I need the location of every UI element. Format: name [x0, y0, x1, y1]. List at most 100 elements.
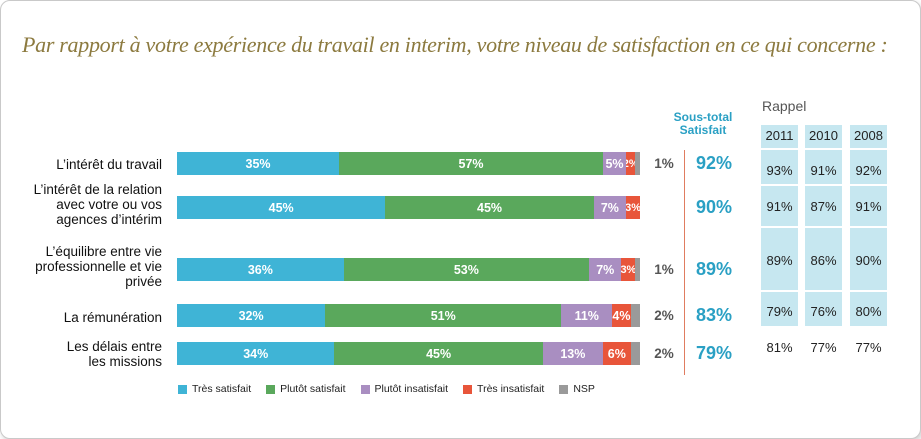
soustotal-header: Sous-total Satisfait: [662, 111, 744, 137]
rappel-row-separator: [805, 148, 842, 150]
rappel-row-separator: [805, 226, 842, 228]
legend-item-nsp: NSP: [559, 383, 595, 395]
legend-label: Plutôt insatisfait: [374, 383, 449, 395]
stacked-bar: 36% 53% 7% 3%: [177, 258, 640, 281]
data-label: 45%: [268, 200, 294, 215]
rappel-cell: 91%: [766, 199, 793, 214]
rappel-cell: 80%: [855, 304, 882, 319]
data-label: 45%: [426, 346, 452, 361]
bar-segment-plutot-satisfait: 45%: [334, 342, 543, 365]
data-label: 7%: [600, 200, 619, 215]
legend-swatch: [178, 384, 187, 394]
bar-segment-tres-insatisfait: 3%: [626, 196, 640, 219]
bar-segment-plutot-insatisfait: 7%: [593, 196, 627, 219]
rappel-row-separator: [761, 226, 798, 228]
legend-item-tres-satisfait: Très satisfait: [178, 383, 251, 395]
bar-segment-plutot-insatisfait: 7%: [589, 258, 622, 281]
legend-item-plutot-insatisfait: Plutôt insatisfait: [360, 383, 449, 395]
chart-title: Par rapport à votre expérience du travai…: [22, 32, 888, 57]
legend-label: Très satisfait: [192, 383, 252, 395]
legend-label: Très insatisfait: [477, 383, 545, 395]
rappel-year-header: 2008: [854, 128, 883, 143]
data-label: 36%: [247, 262, 273, 277]
bar-segment-tres-satisfait: 32%: [177, 304, 326, 327]
row-label-line: les missions: [88, 354, 162, 369]
row-label-line: L’équilibre entre vie: [45, 244, 162, 259]
data-label: 53%: [453, 262, 479, 277]
row-label: La rémunération: [64, 310, 162, 325]
soustotal-value: 92%: [695, 153, 733, 173]
rappel-row-separator: [850, 290, 887, 292]
rappel-label: Rappel: [762, 98, 807, 114]
bar-segment-tres-insatisfait: 3%: [621, 258, 636, 281]
rappel-row-separator: [805, 290, 842, 292]
row-label-line: La rémunération: [63, 310, 162, 325]
rappel-cell: 86%: [810, 253, 837, 268]
row-label: L’équilibre entre vie professionnelle et …: [35, 244, 162, 289]
rappel-row-separator: [761, 184, 798, 186]
rappel-cell: 90%: [855, 253, 882, 268]
stacked-bar: 35% 57% 5%2%: [177, 152, 640, 175]
nsp-value-label: 2%: [654, 308, 674, 323]
row-label-line: L’intérêt du travail: [56, 157, 162, 172]
row-label-line: agences d’intérim: [56, 212, 162, 227]
rappel-cell: 89%: [766, 253, 793, 268]
data-label: 13%: [560, 346, 586, 361]
legend-label: NSP: [573, 383, 595, 395]
bar-segment-nsp: [635, 152, 640, 175]
rappel-year-header: 2011: [765, 128, 794, 143]
bar-segment-tres-satisfait: 45%: [177, 196, 386, 219]
rappel-cell: 93%: [766, 163, 793, 178]
rappel-cell: 79%: [766, 304, 793, 319]
row-label: L’intérêt du travail: [56, 157, 162, 172]
rappel-row-separator: [850, 226, 887, 228]
data-label: 11%: [574, 308, 599, 323]
data-label: 5%: [605, 156, 624, 171]
bar-segment-tres-insatisfait: 6%: [602, 342, 631, 365]
soustotal-header-line1: Sous-total: [673, 110, 733, 124]
rappel-cell: 91%: [810, 163, 837, 178]
bar-segment-plutot-satisfait: 51%: [325, 304, 562, 327]
soustotal-divider: [684, 150, 685, 375]
rappel-cell: 76%: [810, 304, 837, 319]
rappel-row-separator: [761, 326, 798, 328]
soustotal-value: 83%: [695, 305, 733, 325]
row-label: L’intérêt de la relation avec votre ou vo…: [34, 182, 162, 227]
nsp-value-label: 2%: [654, 346, 674, 361]
legend-swatch: [266, 384, 276, 394]
stacked-bar: 34% 45% 13% 6%: [177, 342, 640, 365]
rappel-cell: 87%: [810, 199, 837, 214]
legend-item-plutot-satisfait: Plutôt satisfait: [266, 383, 346, 395]
rappel-row-separator: [805, 184, 842, 186]
row-label-line: avec votre ou vos: [56, 197, 162, 212]
bar-segment-plutot-insatisfait: 11%: [561, 304, 613, 327]
stacked-bar: 45% 45% 7% 3%: [177, 196, 640, 219]
rappel-row-separator: [805, 326, 842, 328]
bar-segment-tres-insatisfait: 2%: [626, 152, 636, 175]
bar-segment-tres-satisfait: 35%: [177, 152, 340, 175]
data-label: 35%: [245, 156, 271, 171]
soustotal-value: 89%: [695, 259, 733, 279]
bar-segment-nsp: [630, 342, 640, 365]
data-label: 3%: [621, 263, 635, 276]
data-label: 57%: [458, 156, 484, 171]
bar-segment-plutot-insatisfait: 13%: [542, 342, 603, 365]
data-label: 32%: [238, 308, 264, 323]
data-label: 34%: [243, 346, 269, 361]
chart-legend: Très satisfait Plutôt satisfait Plutôt ins…: [178, 383, 595, 395]
bar-segment-nsp: [635, 258, 640, 281]
rappel-row-separator: [850, 148, 887, 150]
rappel-cell: 91%: [855, 199, 882, 214]
legend-swatch: [559, 384, 569, 394]
legend-swatch: [360, 384, 370, 394]
data-label: 45%: [477, 200, 503, 215]
rappel-cell: 77%: [855, 340, 882, 355]
nsp-value-label: 1%: [654, 156, 674, 171]
bar-segment-tres-satisfait: 34%: [177, 342, 335, 365]
bar-segment-nsp: [630, 304, 640, 327]
soustotal-value: 79%: [695, 343, 733, 363]
data-label: 51%: [430, 308, 456, 323]
data-label: 2%: [626, 158, 635, 170]
soustotal-value: 90%: [695, 197, 733, 217]
stacked-bar: 32% 51% 11% 4%: [177, 304, 640, 327]
